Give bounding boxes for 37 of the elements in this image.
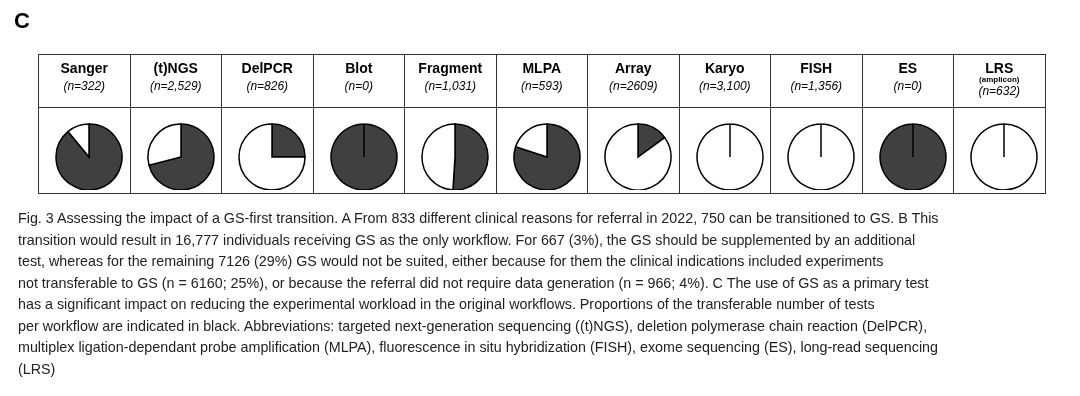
chart-subtitle: (n=632)	[977, 84, 1022, 98]
chart-subtitle: (n=2,529)	[148, 79, 203, 93]
chart-title: FISH	[799, 59, 834, 76]
chart-title: ES	[897, 59, 919, 76]
text: multiplex ligation-dependant probe amplification (MLPA), fluorescence in situ hybridization (FISH), exome sequencing (ES), long-read sequencing	[18, 338, 939, 357]
chart-title: LRS	[984, 59, 1015, 76]
chart-subtitle: (n=2609)	[608, 79, 659, 93]
text: test, whereas for the remaining 7126 (29%) GS would not be suited, either because for them the clinical indications included experiments	[18, 252, 885, 271]
pie-slice	[55, 123, 123, 190]
chart-subtitle: (n=593)	[519, 79, 564, 93]
pie-slice	[238, 123, 306, 190]
chart-title: Sanger	[59, 59, 109, 76]
text: C	[14, 8, 30, 34]
text: not transferable to GS (n = 6160; 25%), or because the referral did not require data generation (n = 966; 4%). C The use of GS as a primary test	[18, 273, 930, 293]
text: transition would result in 16,777 individuals receiving GS as the only workflow. For 667 (3%), the GS should be supplemented by an additional	[18, 230, 917, 250]
pie-slice	[513, 123, 581, 190]
pie-slice	[604, 123, 672, 190]
chart-title: (t)NGS	[152, 59, 199, 76]
chart-subtitle: (n=826)	[245, 79, 290, 93]
chart-title: DelPCR	[240, 59, 294, 76]
chart-subtitle: (n=322)	[62, 79, 107, 93]
chart-subtitle: (n=0)	[343, 79, 374, 93]
chart-title: Array	[613, 59, 653, 76]
text: has a significant impact on reducing the experimental workload in the original workflows. Proportions of the transferable number of tests	[18, 295, 876, 314]
text: per workflow are indicated in black. Abbreviations: targeted next-generation sequencing ((t)NGS), deletion polymerase chain reaction (DelPCR),	[18, 316, 929, 336]
chart-title: Blot	[344, 59, 374, 76]
pie-slice	[148, 123, 215, 190]
chart-subtitle: (n=0)	[892, 79, 923, 93]
chart-subtitle: (n=1,031)	[423, 79, 478, 93]
chart-title: Fragment	[417, 59, 484, 76]
chart-subtitle: (n=1,356)	[789, 79, 844, 93]
chart-title: MLPA	[521, 59, 563, 76]
caption: Fig. 3 Assessing the impact of a GS-first transition. A From 833 different clinical reasons for referral in 2022, 750 can be transitioned to GS. B This	[18, 209, 939, 228]
text: (LRS)	[18, 359, 57, 379]
chart-title: Karyo	[703, 59, 746, 76]
chart-subtitle: (n=3,100)	[697, 79, 752, 93]
text: (amplicon)	[978, 75, 1021, 84]
